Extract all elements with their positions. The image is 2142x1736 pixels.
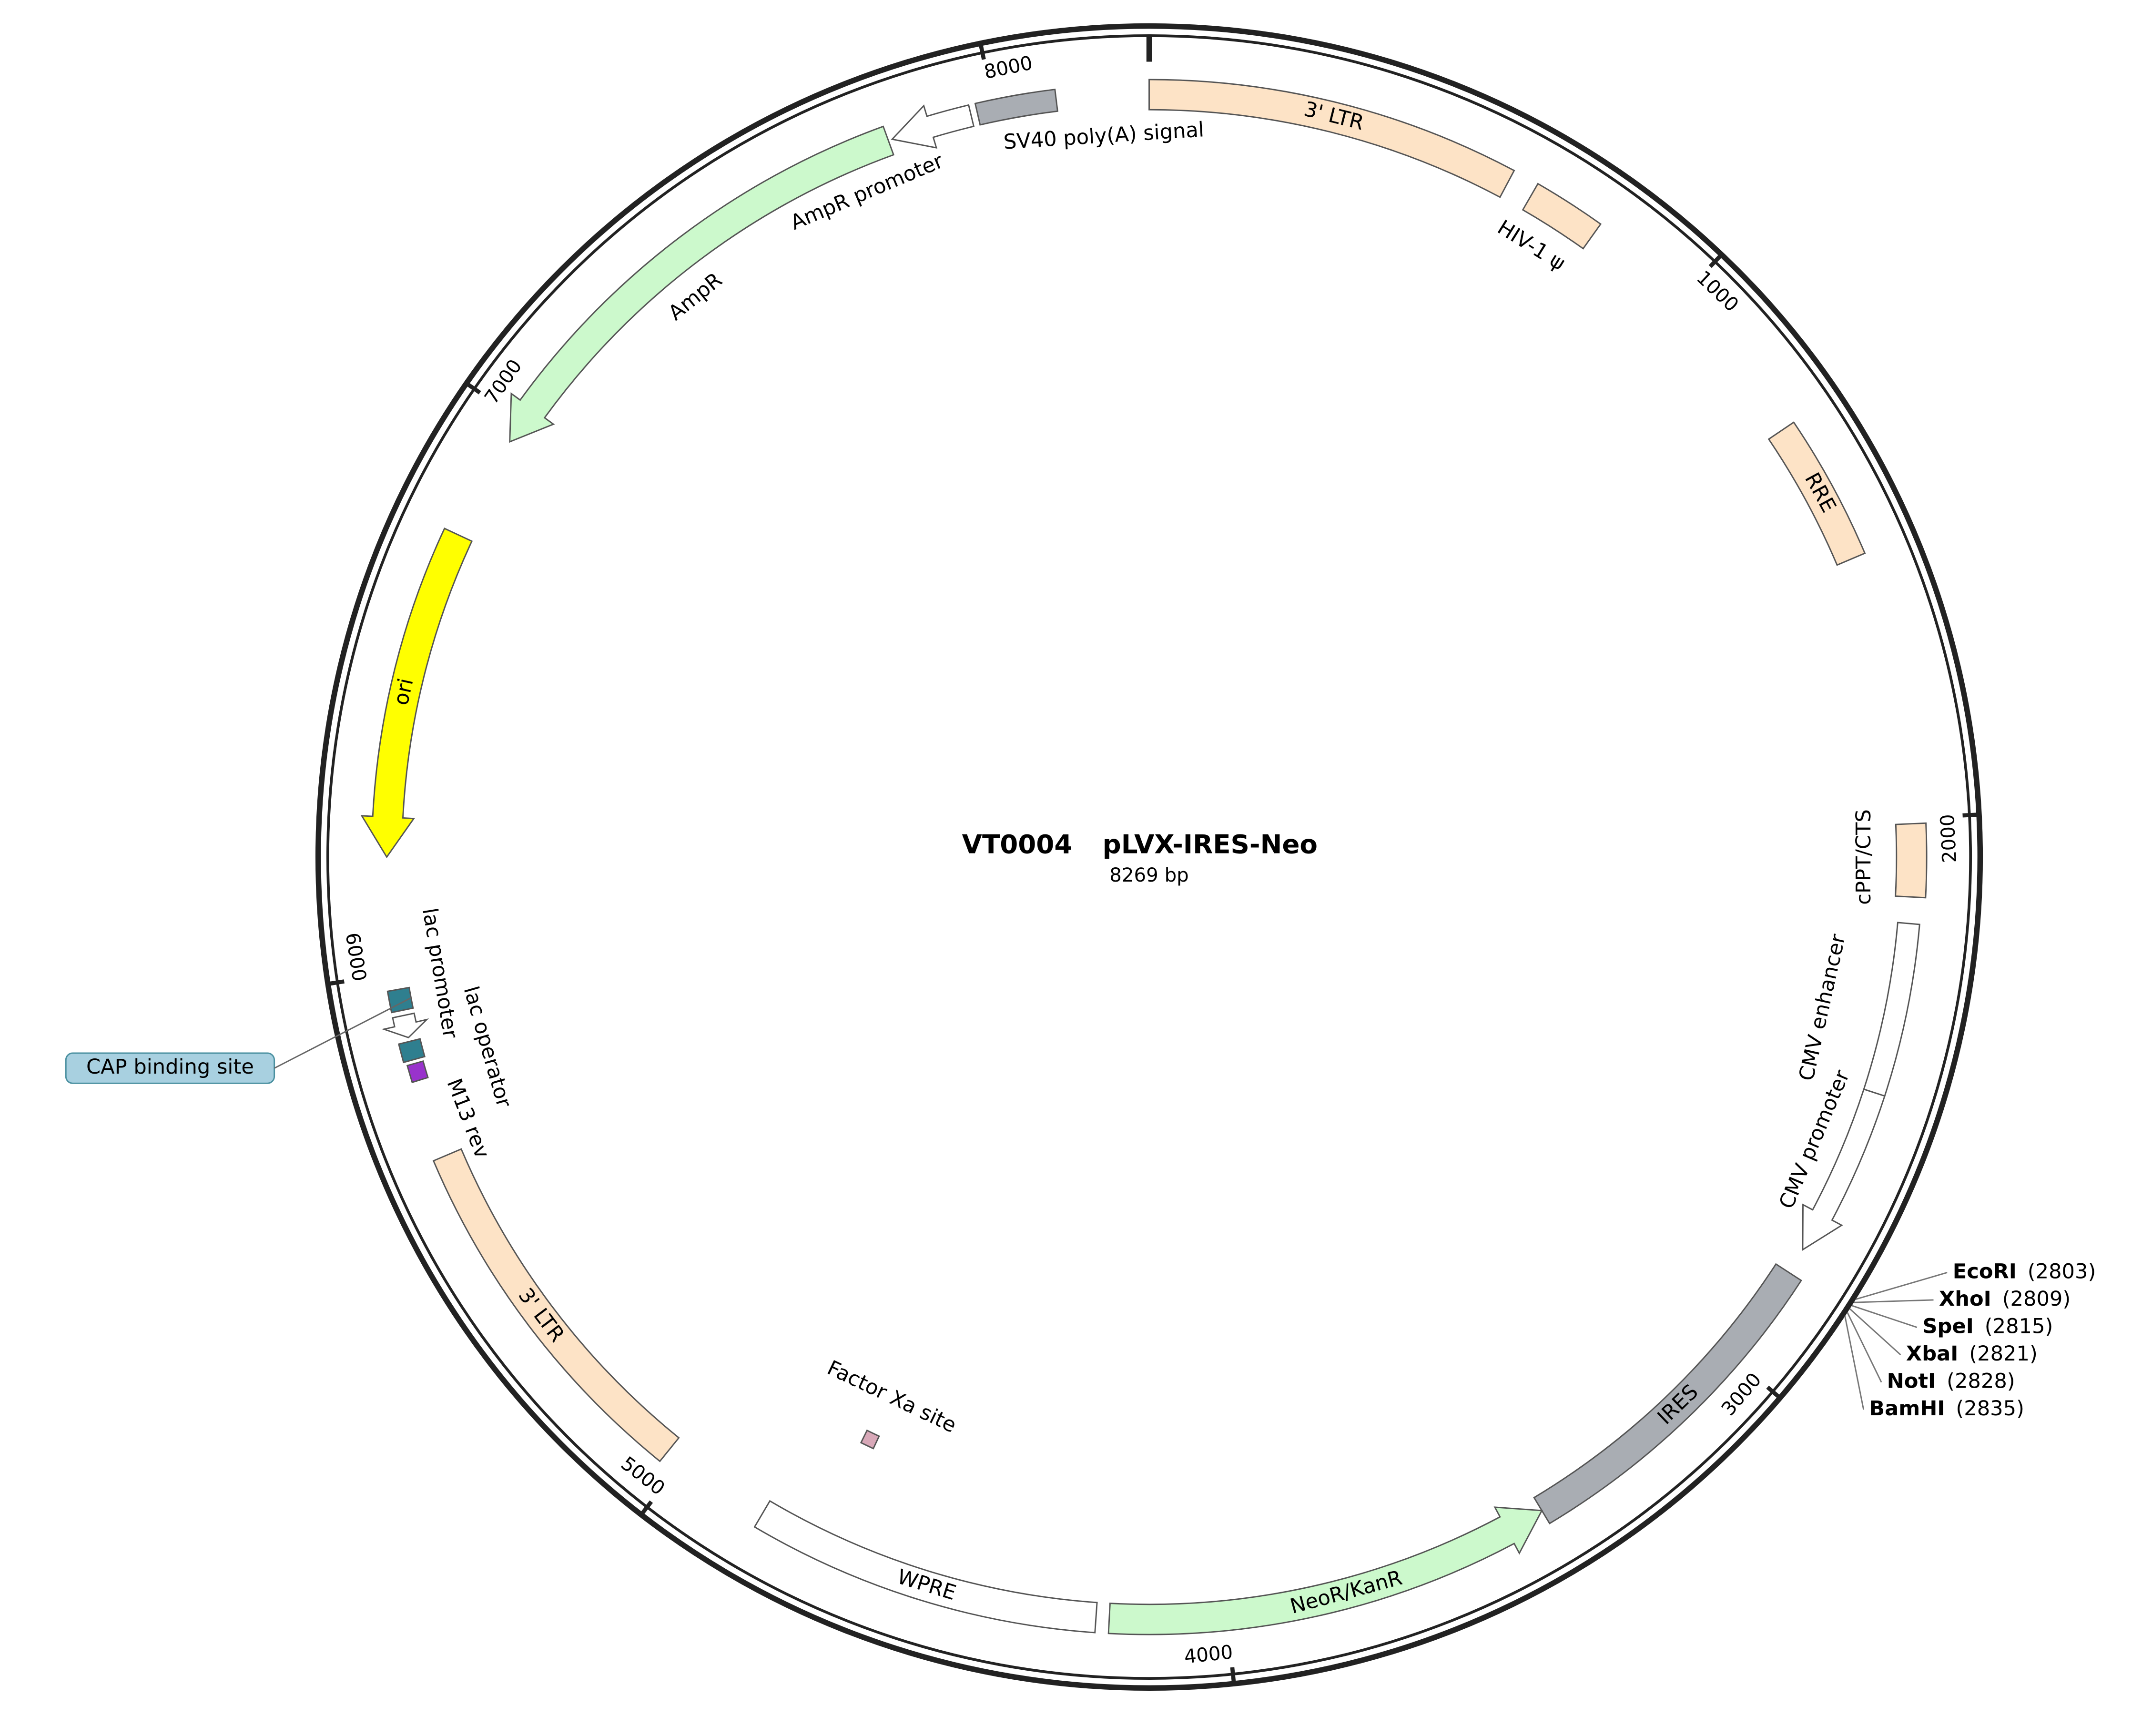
site-position: (2828)	[1947, 1369, 2015, 1393]
site-position: (2815)	[1985, 1314, 2053, 1338]
feature	[891, 104, 975, 149]
feature	[1533, 1263, 1802, 1524]
site-label: XbaI (2821)	[1906, 1342, 2038, 1366]
plasmid-id: VT0004	[962, 829, 1073, 860]
site-position: (2803)	[2028, 1259, 2096, 1283]
site-line	[1849, 1308, 1901, 1356]
site-position: (2809)	[2002, 1287, 2071, 1310]
feature	[1802, 1088, 1886, 1251]
feature	[753, 1500, 1098, 1634]
feature	[509, 125, 894, 443]
site-name: SpeI	[1922, 1314, 1973, 1338]
callout-line	[274, 997, 412, 1069]
backbone-inner	[326, 34, 1972, 1680]
tick-label: 6000	[341, 931, 370, 983]
tick-label: 8000	[982, 52, 1035, 83]
feature	[1895, 822, 1928, 899]
feature	[398, 1038, 426, 1064]
tick-mark	[1230, 1667, 1237, 1685]
backbone-outer	[315, 23, 1983, 1691]
feature	[432, 1148, 680, 1462]
site-label: XhoI (2809)	[1939, 1287, 2071, 1310]
feature-label: ori	[389, 676, 418, 708]
feature	[1522, 183, 1602, 250]
site-line	[1844, 1316, 1865, 1410]
feature	[360, 528, 473, 859]
tick-mark	[1962, 812, 1981, 818]
feature	[1767, 421, 1866, 566]
site-label: EcoRI (2803)	[1953, 1259, 2096, 1283]
tick-mark	[1766, 1385, 1783, 1401]
site-line	[1847, 1312, 1882, 1383]
site-position: (2821)	[1969, 1342, 2038, 1366]
site-line	[1851, 1305, 1918, 1328]
site-label: BamHI (2835)	[1869, 1397, 2024, 1421]
site-label: NotI (2828)	[1887, 1369, 2015, 1393]
plasmid-length: 8269 bp	[1109, 864, 1188, 886]
feature	[406, 1060, 429, 1084]
site-line	[1856, 1272, 1948, 1300]
callout-label: CAP binding site	[86, 1055, 254, 1079]
tick-label: 4000	[1183, 1641, 1234, 1668]
site-name: XhoI	[1939, 1287, 1991, 1310]
feature	[1863, 922, 1920, 1097]
feature	[860, 1429, 880, 1450]
plasmid-name: pLVX-IRES-Neo	[1103, 829, 1318, 860]
site-position: (2835)	[1956, 1397, 2024, 1421]
tick-mark	[464, 381, 481, 395]
feature	[1148, 79, 1515, 198]
feature	[381, 1012, 429, 1039]
feature-label: Factor Xa site	[823, 1356, 960, 1437]
tick-mark	[326, 979, 345, 986]
feature	[974, 89, 1058, 126]
tick-label: 2000	[1937, 813, 1961, 863]
site-name: BamHI	[1869, 1397, 1945, 1421]
site-name: EcoRI	[1953, 1259, 2017, 1283]
feature-label: CMV enhancer	[1795, 932, 1850, 1083]
tick-mark	[1708, 252, 1724, 268]
feature-label: NeoR/KanR	[1288, 1566, 1405, 1619]
site-label: SpeI (2815)	[1922, 1314, 2053, 1338]
site-line	[1854, 1299, 1934, 1303]
feature-label: cPPT/CTS	[1852, 809, 1876, 905]
feature-label: SV40 poly(A) signal	[1003, 118, 1205, 154]
tick-label: 1000	[1692, 267, 1743, 316]
site-name: NotI	[1887, 1369, 1936, 1393]
feature	[386, 986, 414, 1014]
site-name: XbaI	[1906, 1342, 1958, 1366]
tick-mark	[978, 41, 986, 60]
feature	[1107, 1506, 1543, 1635]
feature-label: M13 rev	[442, 1076, 494, 1162]
tick-mark	[639, 1500, 653, 1517]
